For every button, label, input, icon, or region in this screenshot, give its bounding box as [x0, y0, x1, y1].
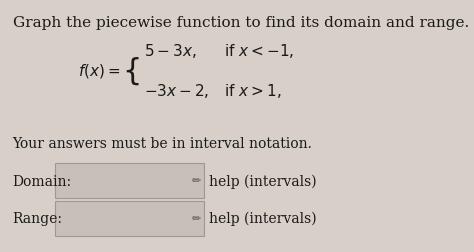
Text: help (intervals): help (intervals) [210, 211, 317, 225]
Text: ✏: ✏ [191, 213, 201, 223]
Text: Graph the piecewise function to find its domain and range.: Graph the piecewise function to find its… [12, 16, 469, 30]
FancyBboxPatch shape [55, 201, 204, 236]
Text: $\{$: $\{$ [122, 55, 139, 87]
Text: $\mathrm{if}\ x < -1,$: $\mathrm{if}\ x < -1,$ [224, 42, 294, 60]
Text: help (intervals): help (intervals) [210, 174, 317, 188]
Text: ✏: ✏ [191, 176, 201, 186]
Text: Domain:: Domain: [12, 174, 72, 188]
Text: Your answers must be in interval notation.: Your answers must be in interval notatio… [12, 136, 312, 150]
Text: $f(x) = $: $f(x) = $ [78, 62, 120, 80]
Text: $5-3x,$: $5-3x,$ [145, 42, 197, 60]
FancyBboxPatch shape [55, 163, 204, 198]
Text: $\mathrm{if}\ x > 1,$: $\mathrm{if}\ x > 1,$ [224, 82, 282, 100]
Text: Range:: Range: [12, 211, 63, 225]
Text: $-3x-2,$: $-3x-2,$ [145, 82, 210, 100]
